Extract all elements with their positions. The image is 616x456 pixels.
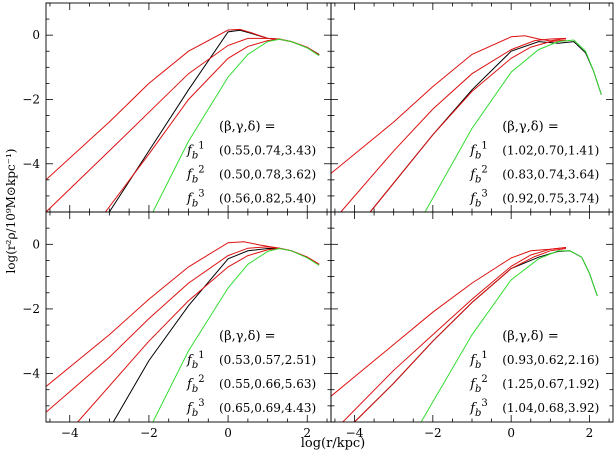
x-tick-label: −4 xyxy=(346,426,364,440)
row-label-fb1: fb1 xyxy=(186,350,205,371)
row-label-fb2: fb2 xyxy=(469,164,488,185)
series-line-black xyxy=(108,29,320,212)
x-tick-label: 2 xyxy=(586,426,594,440)
series-line-red xyxy=(331,247,567,397)
row-label-fb2: fb2 xyxy=(186,164,205,185)
row-label-fb1: fb1 xyxy=(186,140,205,161)
panels-group: −4 −2 0 (β,γ,δ) = fb1 (0.55,0.74,3.43) fb2 (0.5… xyxy=(22,2,614,440)
series-line-red xyxy=(354,248,567,422)
series-line-red xyxy=(340,37,567,212)
series-line-red xyxy=(331,35,567,174)
series-line-black xyxy=(354,250,598,422)
panel-frame xyxy=(330,211,614,423)
x-tick-label: 2 xyxy=(303,426,311,440)
series-line-black xyxy=(369,41,602,212)
x-tick-label: −2 xyxy=(140,426,158,440)
series-line-black xyxy=(112,247,320,422)
series-line-green xyxy=(424,39,602,212)
param-values-2: (1.25,0.67,1.92) xyxy=(502,377,599,391)
param-header: (β,γ,δ) = xyxy=(219,119,276,134)
panel-top-left: −4 −2 0 (β,γ,δ) = fb1 (0.55,0.74,3.43) fb2 (0.5… xyxy=(22,2,332,213)
param-values-2: (0.50,0.78,3.62) xyxy=(219,167,316,181)
x-tick-label: 0 xyxy=(224,426,232,440)
series-line-red xyxy=(46,37,320,212)
param-values-3: (0.92,0.75,3.74) xyxy=(502,191,599,205)
panel-bottom-left: −4 −2 0 2 −4 −2 0 (β,γ,δ) = fb1 (0.53,0.57,2.51) f… xyxy=(22,211,332,440)
series-line-red xyxy=(105,38,320,212)
x-tick-label: −2 xyxy=(424,426,442,440)
x-axis-label: log(r/kpc) xyxy=(301,436,366,451)
row-label-fb3: fb3 xyxy=(469,398,488,419)
series-line-green xyxy=(152,247,320,422)
param-values-1: (0.93,0.62,2.16) xyxy=(502,353,599,367)
param-values-3: (0.65,0.69,4.43) xyxy=(219,401,316,415)
panel-top-right: (β,γ,δ) = fb1 (1.02,0.70,1.41) fb2 (0.83,0.7… xyxy=(330,2,614,213)
y-tick-label: −2 xyxy=(22,302,40,316)
y-tick-label: 0 xyxy=(32,237,40,251)
y-tick-label: −4 xyxy=(22,157,40,171)
series-line-red xyxy=(369,39,567,212)
series-line-red xyxy=(342,247,567,422)
row-label-fb2: fb2 xyxy=(186,374,205,395)
y-tick-label: −4 xyxy=(22,367,40,381)
param-header: (β,γ,δ) = xyxy=(502,329,559,344)
param-values-1: (0.53,0.57,2.51) xyxy=(219,353,316,367)
row-label-fb3: fb3 xyxy=(186,188,205,209)
param-values-2: (0.55,0.66,5.63) xyxy=(219,377,316,391)
series-line-green xyxy=(152,38,320,212)
param-values-1: (0.55,0.74,3.43) xyxy=(219,143,316,157)
param-values-2: (0.83,0.74,3.64) xyxy=(502,167,599,181)
param-values-3: (0.56,0.82,5.40) xyxy=(219,191,316,205)
x-tick-label: −4 xyxy=(61,426,79,440)
series-line-green xyxy=(420,250,598,422)
row-label-fb1: fb1 xyxy=(469,140,488,161)
row-label-fb1: fb1 xyxy=(469,350,488,371)
y-tick-label: −2 xyxy=(22,92,40,106)
param-values-1: (1.02,0.70,1.41) xyxy=(502,143,599,157)
panel-bottom-right: −4 −2 0 2 (β,γ,δ) = fb1 (0.93,0.62,2.16) fb2 (1.… xyxy=(330,211,614,440)
y-tick-label: 0 xyxy=(32,28,40,42)
x-tick-label: 0 xyxy=(507,426,515,440)
row-label-fb2: fb2 xyxy=(469,374,488,395)
param-header: (β,γ,δ) = xyxy=(219,329,276,344)
row-label-fb3: fb3 xyxy=(186,398,205,419)
y-axis-label: log(r²ρ/10⁹M⊙kpc⁻¹) xyxy=(4,149,18,274)
param-values-3: (1.04,0.68,3.92) xyxy=(502,401,599,415)
param-header: (β,γ,δ) = xyxy=(502,119,559,134)
row-label-fb3: fb3 xyxy=(469,188,488,209)
